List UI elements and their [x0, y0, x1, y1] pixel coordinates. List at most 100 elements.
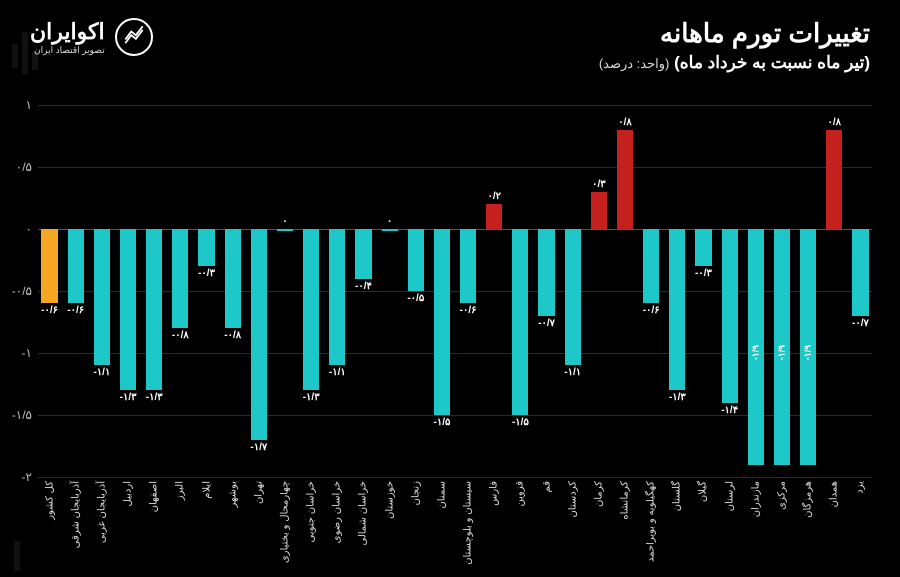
bar [41, 229, 57, 303]
x-axis-labels: کل کشورآذربایجان شرقیآذربایجان غربیاردبی… [38, 477, 872, 557]
bar-value-label: -۰/۳ [198, 266, 215, 279]
bar-slot: -۰/۸ [221, 105, 244, 477]
bar-value-label: -۱/۹ [750, 345, 761, 360]
bar-slot: -۰/۳ [195, 105, 218, 477]
x-axis-label: سیستان و بلوچستان [457, 477, 480, 557]
bar-value-label: ۰ [387, 216, 392, 229]
bar-value-label: ۰/۸ [618, 117, 632, 130]
x-axis-label: مازندران [744, 477, 767, 557]
bar [277, 229, 293, 231]
x-axis-label: کردستان [561, 477, 584, 557]
bar [565, 229, 581, 365]
y-axis-tick: -۱ [22, 346, 32, 360]
bar-value-label: -۱/۷ [250, 440, 267, 453]
bar-value-label: -۱/۹ [803, 345, 814, 360]
bar-slot: ۰/۲ [483, 105, 506, 477]
bar-value-label: -۰/۷ [538, 316, 555, 329]
bar-value-label: -۰/۵ [407, 291, 424, 304]
bar-value-label: -۰/۷ [852, 316, 869, 329]
bar-value-label: -۰/۶ [67, 303, 84, 316]
bar [617, 130, 633, 229]
x-axis-label: همدان [823, 477, 846, 557]
bar-value-label: -۰/۶ [643, 303, 660, 316]
bar-value-label: -۰/۴ [355, 279, 372, 292]
bar [538, 229, 554, 316]
bar [852, 229, 868, 316]
bar-value-label: -۱/۱ [564, 365, 581, 378]
bar-slot: -۱/۵ [430, 105, 453, 477]
chart-title: تغییرات تورم ماهانه [599, 18, 870, 49]
bar [669, 229, 685, 390]
x-axis-label: بوشهر [221, 477, 244, 557]
bar [329, 229, 345, 365]
bar-slot: ۰ [273, 105, 296, 477]
x-axis-label: قزوین [509, 477, 532, 557]
bar-value-label: -۱/۴ [721, 403, 738, 416]
bar-slot: ۰/۸ [613, 105, 636, 477]
bar-value-label: -۰/۸ [172, 328, 189, 341]
x-axis-label: زنجان [404, 477, 427, 557]
x-axis-label: آذربایجان غربی [90, 477, 113, 557]
bar-slot: -۱/۵ [509, 105, 532, 477]
bar [251, 229, 267, 440]
x-axis-label: هرمزگان [797, 477, 820, 557]
brand-logo: اکوایران تصویر اقتصاد ایران [30, 18, 153, 56]
bar [434, 229, 450, 415]
bar-slot: -۰/۶ [38, 105, 61, 477]
bar-slot: -۰/۵ [404, 105, 427, 477]
bar-value-label: -۱/۱ [329, 365, 346, 378]
x-axis-label: اصفهان [143, 477, 166, 557]
bar-value-label: -۰/۶ [41, 303, 58, 316]
bar-slot: ۰ [378, 105, 401, 477]
bar-slot: -۱/۷ [247, 105, 270, 477]
bar-value-label: ۰ [282, 216, 287, 229]
bar-value-label: ۰/۲ [487, 191, 501, 204]
x-axis-label: لرستان [718, 477, 741, 557]
bar-value-label: -۱/۳ [669, 390, 686, 403]
y-axis-tick: ۱ [26, 98, 32, 112]
bar-slot: -۰/۶ [457, 105, 480, 477]
x-axis-label: اردبیل [116, 477, 139, 557]
bar-slot: -۱/۹ [770, 105, 793, 477]
bar-slot: -۱/۳ [300, 105, 323, 477]
x-axis-label: خوزستان [378, 477, 401, 557]
x-axis-label: کرمان [587, 477, 610, 557]
bar [695, 229, 711, 266]
x-axis-label: تهران [247, 477, 270, 557]
bar [512, 229, 528, 415]
bar [355, 229, 371, 279]
bar-value-label: ۰/۸ [828, 117, 842, 130]
bar-value-label: -۰/۶ [460, 303, 477, 316]
x-axis-label: چهارمحال و بختیاری [273, 477, 296, 557]
brand-icon [115, 18, 153, 56]
x-axis-label: ایلام [195, 477, 218, 557]
x-axis-label: خراسان رضوی [326, 477, 349, 557]
bar-slot: -۱/۳ [143, 105, 166, 477]
x-axis-label: کهگیلویه و بویراحمد [640, 477, 663, 557]
bar-value-label: -۰/۸ [224, 328, 241, 341]
chart-title-block: تغییرات تورم ماهانه (تیر ماه نسبت به خرد… [599, 18, 870, 73]
y-axis-tick: ۰/۵ [16, 160, 32, 174]
y-axis-tick: ۰ [26, 222, 32, 236]
y-axis-tick: -۱/۵ [12, 408, 32, 422]
bars-container: -۰/۶ -۰/۶ -۱/۱ -۱/۳ -۱/۳ -۰/۸ -۰/۳ -۰/۸ -۱/۷ ۰ -۱/… [38, 105, 872, 477]
y-axis: ۱۰/۵۰-۰/۵-۱-۱/۵-۲ [2, 105, 38, 477]
bar-slot: ۰/۸ [823, 105, 846, 477]
x-axis-label: خراسان جنوبی [300, 477, 323, 557]
bar [408, 229, 424, 291]
x-axis-label: قم [535, 477, 558, 557]
bar-slot: -۱/۱ [326, 105, 349, 477]
x-axis-label: سمنان [430, 477, 453, 557]
y-axis-tick: -۲ [22, 470, 32, 484]
x-axis-label: خراسان شمالی [352, 477, 375, 557]
bar-slot: -۰/۸ [169, 105, 192, 477]
bar-slot: -۰/۷ [535, 105, 558, 477]
bar-value-label: -۱/۵ [433, 415, 450, 428]
x-axis-label: یزد [849, 477, 872, 557]
bar [68, 229, 84, 303]
bar [172, 229, 188, 328]
bar [146, 229, 162, 390]
bar-slot: -۰/۷ [849, 105, 872, 477]
bar [94, 229, 110, 365]
chart-subtitle: (تیر ماه نسبت به خرداد ماه) (واحد: درصد) [599, 53, 870, 73]
